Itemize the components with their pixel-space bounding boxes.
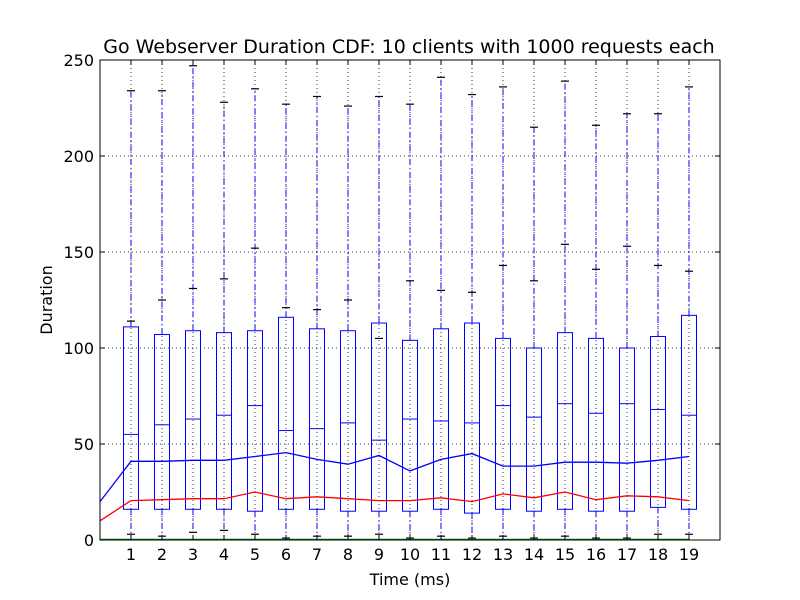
box-11 bbox=[433, 76, 449, 537]
box-7 bbox=[309, 95, 325, 537]
chart-title: Go Webserver Duration CDF: 10 clients wi… bbox=[103, 36, 714, 58]
box-17 bbox=[619, 113, 635, 539]
x-tick-label: 10 bbox=[400, 545, 420, 564]
boxes bbox=[123, 65, 697, 539]
series-line-1 bbox=[99, 451, 690, 502]
y-tick-label: 50 bbox=[74, 435, 94, 454]
box-iqr bbox=[278, 316, 294, 510]
box-iqr bbox=[216, 332, 232, 510]
box-iqr bbox=[185, 330, 201, 510]
x-tick-label: 17 bbox=[617, 545, 637, 564]
x-tick-label: 7 bbox=[312, 545, 322, 564]
box-12 bbox=[464, 93, 480, 539]
box-1 bbox=[123, 90, 139, 535]
box-9 bbox=[371, 95, 387, 535]
box-iqr bbox=[526, 347, 542, 512]
box-iqr bbox=[557, 332, 573, 510]
box-iqr bbox=[681, 314, 697, 510]
y-tick-label: 100 bbox=[63, 339, 94, 358]
box-19 bbox=[681, 86, 697, 535]
x-tick-label: 5 bbox=[250, 545, 260, 564]
box-iqr bbox=[309, 328, 325, 510]
box-8 bbox=[340, 105, 356, 537]
x-tick-label: 8 bbox=[343, 545, 353, 564]
box-10 bbox=[402, 103, 418, 539]
box-iqr bbox=[340, 330, 356, 512]
box-iqr bbox=[495, 337, 511, 510]
x-tick-label: 14 bbox=[524, 545, 544, 564]
y-tick-label: 0 bbox=[84, 531, 94, 550]
box-5 bbox=[247, 88, 263, 535]
box-iqr bbox=[154, 334, 170, 510]
box-4 bbox=[216, 101, 232, 532]
series-line-2 bbox=[99, 491, 690, 522]
box-15 bbox=[557, 80, 573, 537]
x-tick-label: 9 bbox=[374, 545, 384, 564]
box-18 bbox=[650, 113, 666, 535]
y-tick-label: 150 bbox=[63, 243, 94, 262]
x-tick-label: 11 bbox=[431, 545, 451, 564]
box-iqr bbox=[464, 322, 480, 514]
plot-frame bbox=[99, 59, 721, 541]
series-lines bbox=[99, 451, 690, 541]
x-tick-label: 6 bbox=[281, 545, 291, 564]
box-iqr bbox=[402, 339, 418, 512]
box-6 bbox=[278, 103, 294, 539]
box-iqr bbox=[650, 335, 666, 508]
y-axis-label: Duration bbox=[37, 265, 56, 335]
box-16 bbox=[588, 124, 604, 539]
x-tick-label: 12 bbox=[462, 545, 482, 564]
x-tick-label: 19 bbox=[679, 545, 699, 564]
x-tick-label: 4 bbox=[219, 545, 229, 564]
box-iqr bbox=[588, 337, 604, 512]
box-iqr bbox=[123, 326, 139, 510]
x-tick-label: 13 bbox=[493, 545, 513, 564]
box-3 bbox=[185, 65, 201, 533]
x-tick-label: 15 bbox=[555, 545, 575, 564]
x-tick-label: 3 bbox=[188, 545, 198, 564]
y-tick-label: 200 bbox=[63, 147, 94, 166]
box-2 bbox=[154, 90, 170, 537]
box-iqr bbox=[433, 328, 449, 510]
x-tick-label: 1 bbox=[126, 545, 136, 564]
box-iqr bbox=[619, 347, 635, 512]
box-iqr bbox=[247, 330, 263, 512]
x-tick-label: 2 bbox=[157, 545, 167, 564]
axis-ticks: 1 2 3 4 5 6 7 8 9 10 11 12 13 14 15 16 17 18 1905010015020… bbox=[63, 51, 720, 564]
x-tick-label: 16 bbox=[586, 545, 606, 564]
x-axis-label: Time (ms) bbox=[369, 570, 451, 589]
box-iqr bbox=[371, 322, 387, 512]
x-tick-label: 18 bbox=[648, 545, 668, 564]
box-14 bbox=[526, 126, 542, 539]
y-tick-label: 250 bbox=[63, 51, 94, 70]
box-13 bbox=[495, 86, 511, 537]
